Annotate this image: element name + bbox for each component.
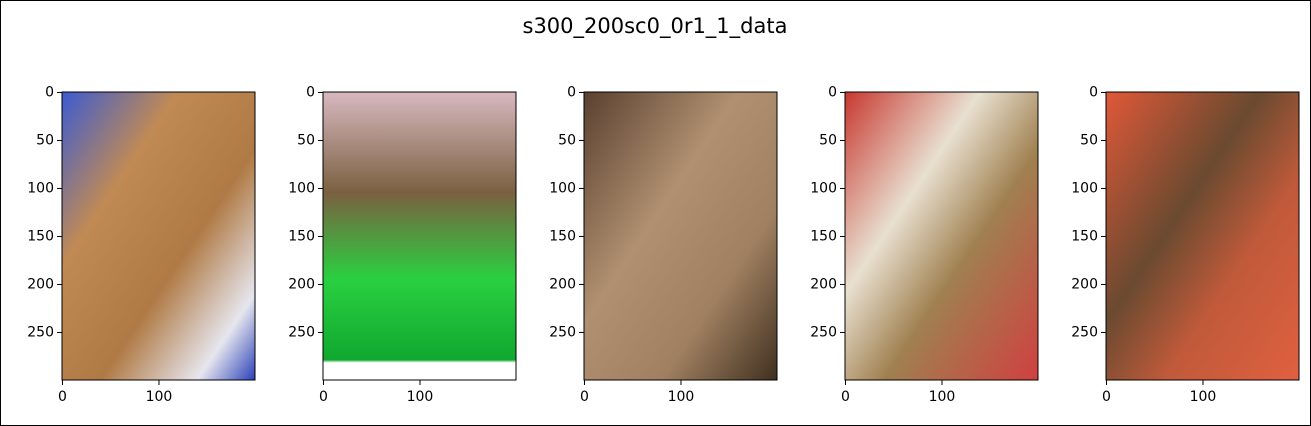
x-tick-label: 100 <box>668 389 695 405</box>
y-tick-label: 0 <box>828 84 837 100</box>
x-tick-label: 0 <box>841 389 850 405</box>
photo <box>62 92 255 380</box>
y-tick-label: 0 <box>306 84 315 100</box>
x-tick-label: 100 <box>1190 389 1217 405</box>
y-tick-label: 150 <box>27 228 54 244</box>
x-tick-label: 0 <box>58 389 67 405</box>
figure-title: s300_200sc0_0r1_1_data <box>523 14 788 39</box>
y-tick-label: 150 <box>549 228 576 244</box>
y-tick-label: 200 <box>549 276 576 292</box>
y-tick-label: 200 <box>27 276 54 292</box>
y-tick-label: 150 <box>288 228 315 244</box>
y-tick-label: 100 <box>27 180 54 196</box>
y-tick-label: 0 <box>45 84 54 100</box>
photo <box>1106 92 1299 380</box>
y-tick-label: 250 <box>27 324 54 340</box>
y-tick-label: 200 <box>288 276 315 292</box>
y-tick-label: 200 <box>810 276 837 292</box>
photo <box>323 92 516 380</box>
y-tick-label: 250 <box>288 324 315 340</box>
y-tick-label: 100 <box>288 180 315 196</box>
x-tick-label: 0 <box>1102 389 1111 405</box>
y-tick-label: 200 <box>1071 276 1098 292</box>
x-tick-label: 100 <box>146 389 173 405</box>
y-tick-label: 0 <box>567 84 576 100</box>
x-tick-label: 0 <box>319 389 328 405</box>
y-tick-label: 150 <box>810 228 837 244</box>
x-tick-label: 0 <box>580 389 589 405</box>
y-tick-label: 50 <box>36 132 54 148</box>
y-tick-label: 250 <box>810 324 837 340</box>
x-tick-label: 100 <box>929 389 956 405</box>
y-tick-label: 250 <box>1071 324 1098 340</box>
y-tick-label: 250 <box>549 324 576 340</box>
y-tick-label: 150 <box>1071 228 1098 244</box>
photo <box>845 92 1038 380</box>
photo <box>584 92 777 380</box>
x-tick-label: 100 <box>407 389 434 405</box>
y-tick-label: 50 <box>297 132 315 148</box>
y-tick-label: 50 <box>819 132 837 148</box>
y-tick-label: 50 <box>558 132 576 148</box>
y-tick-label: 50 <box>1080 132 1098 148</box>
y-tick-label: 100 <box>810 180 837 196</box>
y-tick-label: 0 <box>1089 84 1098 100</box>
y-tick-label: 100 <box>549 180 576 196</box>
y-tick-label: 100 <box>1071 180 1098 196</box>
